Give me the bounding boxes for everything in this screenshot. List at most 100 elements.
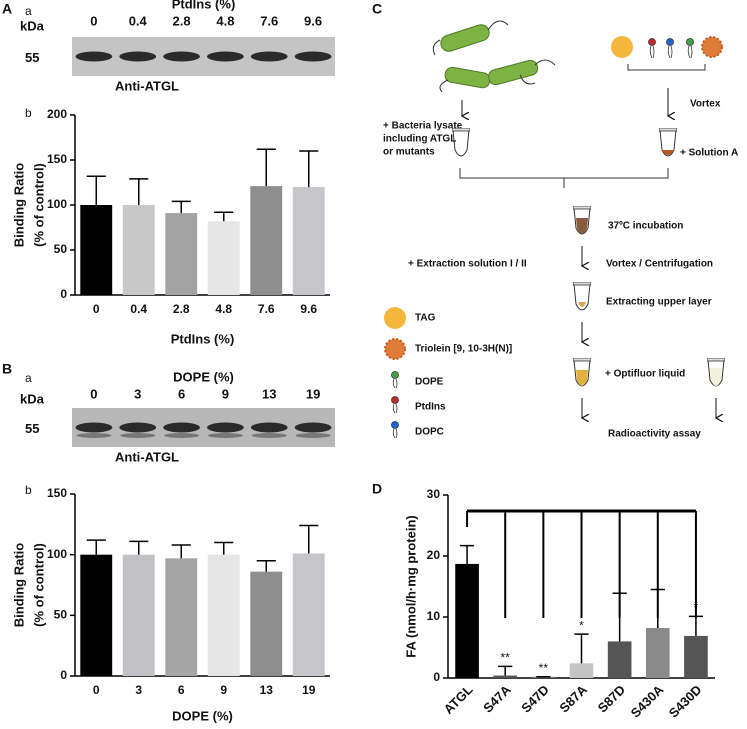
- blot-unit: kDa: [20, 391, 45, 406]
- subpanel-label: a: [25, 371, 32, 385]
- blot-band: [207, 422, 244, 433]
- step-text: Extracting upper layer: [606, 297, 712, 308]
- x-tick-label: 0.4: [130, 302, 147, 316]
- step-text: Radioactivity assay: [608, 429, 701, 440]
- blot-image: [72, 37, 335, 76]
- blot-band: [75, 422, 113, 433]
- y-axis-label: FA (nmol/h·mg protein): [403, 515, 418, 658]
- step-text: + Solution A: [680, 148, 738, 159]
- lane-label: 7.6: [260, 13, 278, 28]
- y-tick-label: 200: [47, 107, 67, 121]
- blot-band: [250, 51, 288, 62]
- tag-icon: [611, 36, 633, 58]
- y-axis-label: Binding Ratio: [11, 163, 26, 248]
- blot-band: [120, 433, 156, 438]
- triolein-icon: [701, 36, 723, 58]
- legend-text: PtdIns: [415, 402, 446, 413]
- error-bar: [171, 544, 191, 559]
- bar: [122, 554, 155, 676]
- panel-label: B: [2, 361, 12, 377]
- bar: [165, 213, 198, 295]
- lipid-icons: [648, 38, 694, 59]
- bar: [493, 675, 518, 678]
- lane-label: 4.8: [216, 13, 234, 28]
- bar: [607, 641, 632, 678]
- subpanel-label: b: [25, 483, 32, 497]
- y-tick-label: 0: [60, 287, 67, 301]
- blot-band: [251, 433, 287, 438]
- lane-label: 6: [178, 386, 185, 401]
- step-text: or mutants: [383, 147, 435, 158]
- y-tick-label: 150: [47, 486, 67, 500]
- legend-text: TAG: [415, 313, 436, 324]
- y-tick-label: 0: [60, 668, 67, 682]
- y-tick-label: 100: [47, 547, 67, 561]
- bar: [80, 554, 113, 676]
- bar: [645, 627, 670, 678]
- tube-content: [578, 302, 586, 307]
- error-bar: [256, 559, 276, 572]
- blot-band: [75, 51, 113, 62]
- y-tick-label: 20: [427, 548, 441, 562]
- blot-marker: 55: [25, 421, 39, 436]
- y-axis-label: (% of control): [31, 163, 46, 247]
- blot-title: DOPE (%): [173, 369, 234, 384]
- bar: [207, 554, 240, 676]
- x-tick-label: S87A: [556, 682, 590, 716]
- blot-antibody: Anti-ATGL: [115, 449, 179, 464]
- y-axis-label: Binding Ratio: [11, 543, 26, 628]
- x-tick-label: ATGL: [441, 682, 476, 717]
- blot-band: [294, 422, 332, 433]
- bar: [569, 663, 594, 678]
- x-tick-label: 2.8: [173, 302, 190, 316]
- blot-title: PtdIns (%): [172, 0, 236, 11]
- lane-label: 0: [90, 386, 97, 401]
- significance-mark: **: [501, 651, 511, 665]
- blot-band: [294, 51, 332, 62]
- bar: [80, 205, 113, 295]
- significance-mark: *: [579, 618, 584, 632]
- bar: [250, 571, 283, 676]
- blot-band: [164, 433, 200, 438]
- x-tick-label: 9.6: [300, 302, 317, 316]
- x-tick-label: 19: [302, 683, 316, 697]
- error-bar: [498, 665, 513, 676]
- error-bar: [299, 150, 319, 187]
- error-bar: [86, 175, 106, 205]
- diagram: + Bacteria lysate including ATGL or muta…: [383, 20, 738, 440]
- error-bar: [129, 178, 149, 205]
- step-text: Vortex: [690, 99, 721, 110]
- error-bar: [574, 633, 589, 664]
- bar: [684, 635, 708, 678]
- legend-text: DOPC: [415, 427, 444, 438]
- lane-label: 9.6: [304, 13, 322, 28]
- legend-icons: [391, 371, 399, 439]
- panel-label: D: [372, 481, 382, 497]
- error-bar: [688, 615, 704, 636]
- error-bar: [299, 524, 319, 554]
- panel-label: C: [372, 1, 382, 17]
- x-tick-label: S47D: [518, 682, 552, 716]
- blot-band: [119, 422, 157, 433]
- lane-label: 2.8: [173, 13, 191, 28]
- x-tick-label: 7.6: [258, 302, 275, 316]
- bar: [207, 221, 240, 295]
- blot-band: [76, 433, 112, 438]
- bracket: [459, 168, 669, 188]
- x-axis-label: PtdIns (%): [171, 331, 235, 346]
- bar: [292, 553, 325, 676]
- y-tick-label: 150: [47, 152, 67, 166]
- step-text: including ATGL: [383, 134, 456, 145]
- y-axis-label: (% of control): [31, 543, 46, 627]
- blot-marker: 55: [25, 50, 39, 65]
- x-tick-label: 3: [135, 683, 142, 697]
- tube-content: [576, 218, 588, 234]
- blot-band: [250, 422, 288, 433]
- tube-content: [710, 368, 722, 386]
- error-bar: [214, 211, 234, 222]
- lane-label: 9: [222, 386, 229, 401]
- error-bar: [86, 539, 106, 555]
- blot-antibody: Anti-ATGL: [115, 78, 179, 93]
- step-text: 37ºC incubation: [608, 221, 683, 232]
